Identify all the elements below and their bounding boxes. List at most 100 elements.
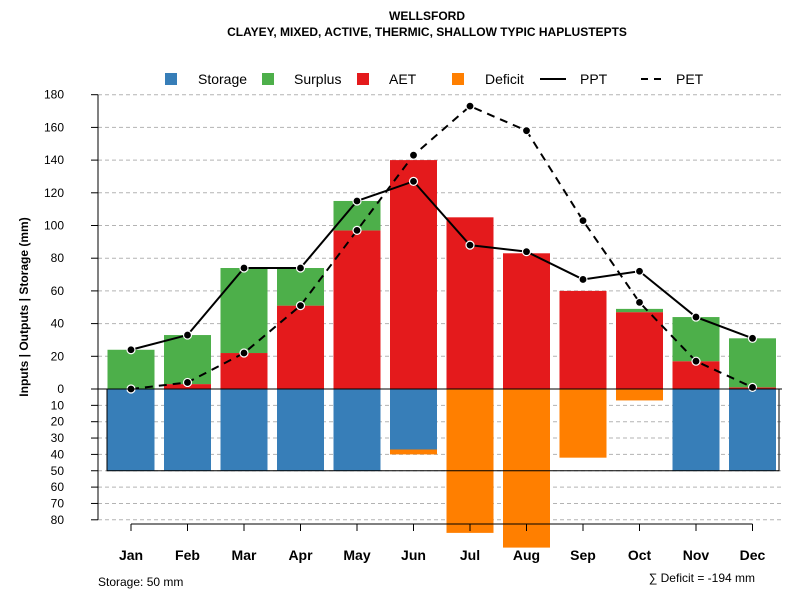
pet-point-May (352, 225, 362, 236)
pet-point-Jul (465, 101, 475, 111)
y-tick-label: 160 (44, 120, 64, 134)
ppt-point-Mar (239, 263, 249, 273)
pet-point-Aug (521, 126, 532, 136)
legend-storage-swatch (165, 73, 177, 85)
ppt-point-Feb (182, 330, 193, 340)
ppt-line (130, 180, 753, 351)
surplus-bar-May (333, 200, 381, 231)
pet-point-Feb (182, 377, 193, 388)
series-lines (126, 101, 758, 394)
surplus-bar-Apr (277, 268, 324, 306)
deficit-bar-Oct (616, 389, 663, 401)
x-tick-label-Jun: Jun (401, 547, 426, 563)
y-tick-label: 60 (51, 284, 65, 298)
legend-ppt-label: PPT (580, 71, 608, 87)
legend-aet-label: AET (389, 71, 417, 87)
y-tick-label: 10 (51, 398, 65, 412)
x-tick-label-Jan: Jan (119, 547, 143, 563)
x-tick-label-Nov: Nov (683, 547, 710, 563)
deficit-bar-Jun (390, 449, 437, 455)
y-tick-label: 80 (51, 251, 65, 265)
x-tick-label-Sep: Sep (570, 547, 596, 563)
surplus-bar-Dec (729, 338, 776, 388)
gridlines (98, 94, 782, 521)
ppt-point-May (352, 196, 362, 206)
pet-point-Jun (408, 150, 419, 160)
aet-bar-Nov (672, 361, 720, 389)
ppt-point-Jul (465, 240, 475, 250)
y-tick-label: 20 (51, 349, 65, 363)
ppt-point-Aug (521, 247, 532, 257)
x-tick-label-Aug: Aug (513, 547, 540, 563)
y-tick-label: 30 (51, 431, 65, 445)
legend-surplus-label: Surplus (294, 71, 341, 87)
axes: 0 20 40 60 80 100 120 140 160 180 10 20 30 40 50 60 70 80… (44, 88, 782, 563)
deficit-bar-Sep (559, 389, 607, 458)
y-tick-label: 40 (51, 317, 65, 331)
pet-point-Sep (578, 215, 588, 226)
storage-bar-Feb (164, 389, 211, 471)
y-tick-label: 140 (44, 153, 64, 167)
storage-bar-Jan (107, 389, 155, 471)
aet-bar-Sep (559, 290, 607, 389)
storage-footnote: Storage: 50 mm (98, 575, 183, 589)
pet-point-Dec (747, 382, 758, 392)
legend-deficit-swatch (452, 73, 464, 85)
y-tick-label: 70 (51, 496, 65, 510)
storage-bar-Dec (729, 389, 776, 471)
chart-title: WELLSFORD (389, 9, 465, 23)
x-tick-label-Oct: Oct (628, 547, 652, 563)
pet-point-Oct (634, 297, 645, 307)
x-tick-label-Feb: Feb (175, 547, 200, 563)
ppt-point-Dec (747, 333, 758, 343)
x-tick-label-Mar: Mar (232, 547, 257, 563)
storage-bar-Apr (277, 389, 324, 471)
ppt-point-Oct (634, 266, 645, 276)
ppt-point-Jun (408, 176, 419, 186)
aet-bar-May (333, 230, 381, 389)
y-tick-label: 0 (57, 382, 64, 396)
legend-deficit-label: Deficit (485, 71, 524, 87)
surplus-bar-Jan (107, 349, 155, 389)
pet-point-Nov (691, 356, 701, 366)
surplus-bar-Feb (164, 335, 211, 385)
ppt-point-Sep (578, 274, 588, 285)
legend-storage-label: Storage (198, 71, 247, 87)
x-tick-label-May: May (343, 547, 370, 563)
chart-subtitle: CLAYEY, MIXED, ACTIVE, THERMIC, SHALLOW … (227, 25, 627, 39)
aet-bar-Oct (616, 312, 663, 389)
ppt-point-Apr (295, 263, 306, 273)
storage-bar-Jun (390, 389, 437, 450)
ppt-point-Nov (691, 312, 701, 322)
surplus-bar-Nov (672, 317, 720, 362)
y-tick-label: 180 (44, 88, 64, 102)
legend-surplus-swatch (262, 73, 274, 85)
legend-aet-swatch (357, 73, 369, 85)
aet-bar-Aug (503, 253, 550, 389)
y-axis-label: Inputs | Outputs | Storage (mm) (17, 217, 31, 396)
bars (107, 160, 776, 548)
x-tick-label-Dec: Dec (740, 547, 766, 563)
x-tick-label-Apr: Apr (288, 547, 313, 563)
deficit-bar-Aug (503, 389, 550, 548)
pet-point-Mar (239, 348, 249, 358)
y-tick-label: 100 (44, 219, 64, 233)
aet-bar-Jun (390, 160, 437, 389)
storage-bar-Mar (220, 389, 268, 471)
aet-bar-Mar (220, 353, 268, 389)
storage-bar-Nov (672, 389, 720, 471)
y-tick-label: 60 (51, 480, 65, 494)
storage-bar-May (333, 389, 381, 471)
legend-pet-label: PET (676, 71, 704, 87)
surplus-bar-Oct (616, 308, 663, 313)
y-tick-label: 50 (51, 464, 65, 478)
pet-point-Apr (295, 301, 306, 311)
deficit-footnote: ∑ Deficit = -194 mm (649, 571, 755, 585)
deficit-bar-Jul (446, 389, 494, 533)
y-tick-label: 120 (44, 186, 64, 200)
y-tick-label: 40 (51, 447, 65, 461)
y-tick-label: 20 (51, 415, 65, 429)
legend: Storage Surplus AET Deficit PPT PET (165, 71, 704, 87)
x-tick-label-Jul: Jul (460, 547, 480, 563)
